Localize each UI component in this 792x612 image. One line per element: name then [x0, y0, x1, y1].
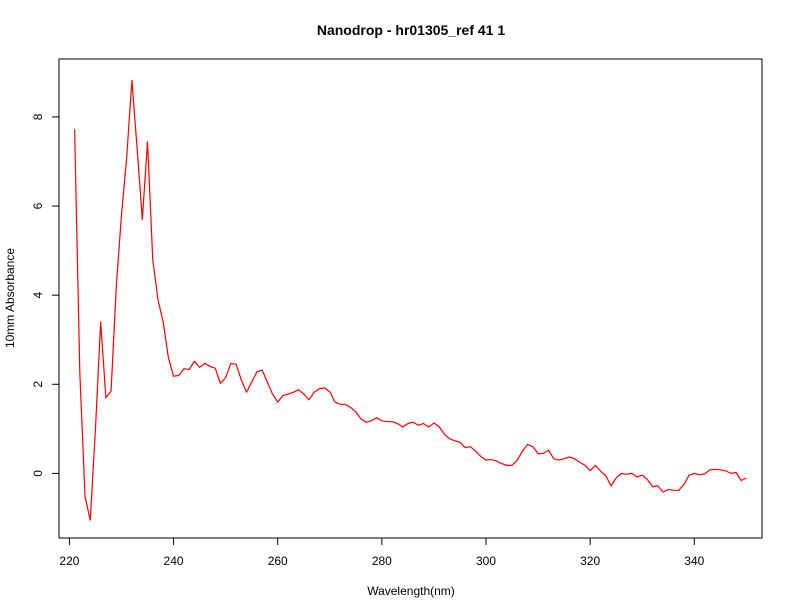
y-axis: 0 2 4 6 8: [31, 113, 59, 477]
x-axis: 220 240 260 280 300 320 340: [59, 538, 705, 568]
y-tick-label: 2: [31, 381, 45, 388]
y-tick-label: 0: [31, 470, 45, 477]
y-tick-label: 6: [31, 202, 45, 209]
chart-title: Nanodrop - hr01305_ref 41 1: [317, 22, 506, 38]
x-axis-label: Wavelength(nm): [367, 584, 455, 598]
x-tick-label: 340: [684, 554, 704, 568]
x-tick-label: 220: [59, 554, 79, 568]
x-tick-label: 280: [372, 554, 392, 568]
x-tick-label: 260: [268, 554, 288, 568]
series-line-0: [74, 79, 747, 521]
y-tick-label: 4: [31, 292, 45, 299]
x-tick-label: 320: [580, 554, 600, 568]
y-tick-label: 8: [31, 113, 45, 120]
plot-frame: [58, 58, 763, 539]
series-layer: [74, 79, 747, 521]
x-tick-label: 240: [164, 554, 184, 568]
y-axis-label: 10mm Absorbance: [3, 248, 17, 348]
x-tick-label: 300: [476, 554, 496, 568]
